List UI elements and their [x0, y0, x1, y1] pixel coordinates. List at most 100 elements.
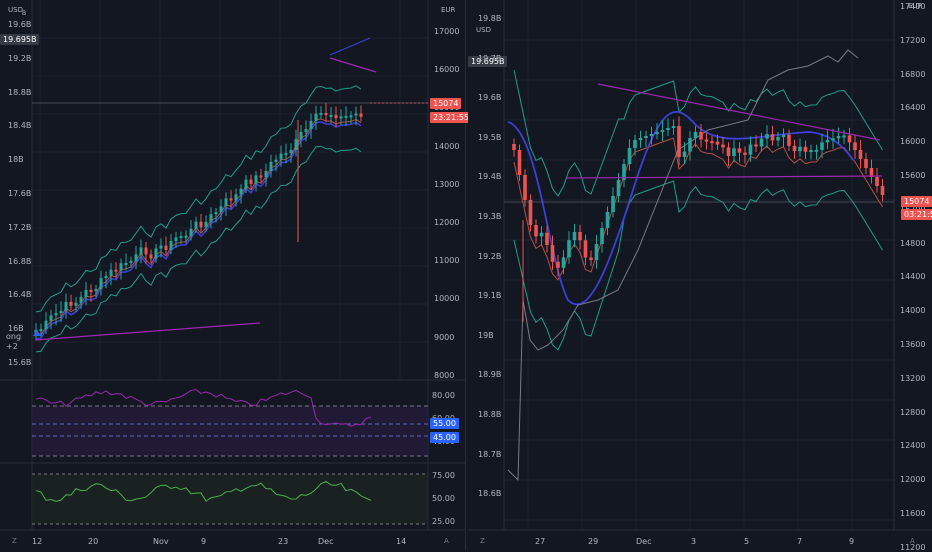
right-price-tag: 15074: [901, 196, 932, 207]
left-trendline-upper: [329, 57, 377, 73]
left-candle-body: [239, 188, 243, 195]
right-candle-body: [545, 232, 549, 245]
left-candle-body: [189, 228, 193, 236]
right-candle-body: [847, 135, 852, 143]
left-chart-canvas[interactable]: [0, 0, 466, 550]
right-candle-body: [759, 138, 764, 147]
left-axis-label-9: 16B: [8, 324, 24, 334]
right-bollinger-mid: [513, 137, 883, 281]
right-candle-body: [737, 148, 742, 153]
right-candle-body: [572, 232, 577, 241]
right-candle-body: [561, 257, 566, 268]
left-osc-axis-label-2: 25.00: [432, 517, 455, 526]
right-right-axis-label-8: 14400: [900, 272, 926, 282]
right-candle-body: [677, 126, 681, 158]
left-currency-label: USD: [8, 6, 23, 14]
right-candle-body: [693, 131, 698, 139]
right-candle-body: [787, 134, 791, 146]
left-chart-pane[interactable]: USD B EUR 19.695B 19.6B 19.2B 18.8B 18.4B 18…: [0, 0, 472, 550]
right-candle-body: [721, 144, 725, 148]
left-price-tag: 15074: [430, 98, 462, 109]
left-sma-line: [35, 121, 362, 340]
left-right-axis-label-3: 14000: [434, 141, 460, 151]
right-chart-canvas[interactable]: [468, 0, 932, 550]
left-candle-body: [249, 179, 253, 184]
right-candle-body: [875, 177, 879, 186]
left-candle-body: [279, 153, 283, 160]
left-candle-body: [284, 153, 288, 156]
right-candle-body: [864, 159, 868, 168]
left-candle-body: [324, 112, 328, 116]
left-candle-body: [234, 194, 238, 201]
right-candle-body: [842, 135, 846, 138]
right-trendline-support: [565, 175, 883, 179]
right-right-axis-label-3: 16400: [900, 103, 926, 113]
right-candle-body: [649, 134, 654, 136]
right-axis-label-9: 18.9B: [478, 370, 502, 380]
left-right-axis-label-9: 8000: [434, 370, 455, 380]
left-candle-body: [124, 263, 128, 266]
left-candle-body: [149, 254, 153, 259]
right-right-axis-label-1: 17200: [900, 35, 926, 45]
right-right-axis-label-5: 15600: [900, 171, 926, 180]
right-candle-body: [578, 232, 582, 241]
right-right-axis-label-9: 14000: [900, 306, 926, 316]
left-corner-right[interactable]: A: [444, 537, 449, 545]
left-candle-body: [79, 296, 83, 303]
right-axis-label-1: 19.7B: [478, 53, 502, 63]
left-bollinger-lower: [35, 145, 362, 353]
right-candle-body: [704, 139, 709, 142]
left-candle-body: [339, 116, 343, 119]
right-corner-left[interactable]: Z: [480, 537, 485, 545]
left-axis-label-2: 18.8B: [8, 87, 32, 97]
left-candle-body: [144, 247, 148, 255]
right-candle-body: [638, 138, 643, 140]
right-right-axis-label-10: 13600: [900, 340, 926, 349]
left-candle-body: [244, 179, 248, 189]
left-candle-body: [359, 113, 363, 117]
right-candle-body: [770, 134, 775, 141]
right-axis-label-6: 19.2B: [478, 251, 502, 261]
left-axis-label-4: 18B: [8, 155, 24, 165]
right-right-axis-label-16: 11200: [900, 542, 926, 552]
right-axis-label-4: 19.4B: [478, 172, 502, 182]
right-axis-label-11: 18.7B: [478, 449, 502, 459]
left-candle-body: [139, 247, 143, 255]
left-right-axis-label-8: 9000: [434, 332, 455, 342]
left-rsi-line: [35, 389, 372, 427]
left-corner-left[interactable]: Z: [12, 537, 17, 545]
left-rsi-band: [32, 406, 428, 456]
left-candle-body: [54, 313, 58, 316]
right-trendline-upper: [597, 83, 881, 141]
left-bollinger-mid: [35, 118, 362, 337]
right-candle-body: [781, 134, 786, 138]
right-candle-body: [556, 261, 560, 268]
right-corner-right[interactable]: A: [910, 537, 915, 545]
right-candle-body: [820, 142, 824, 150]
left-axis-label-3: 18.4B: [8, 121, 32, 131]
right-axis-label-8: 19B: [478, 330, 494, 340]
right-candle-body: [688, 138, 692, 152]
left-signal-arrow-icon: [33, 330, 41, 336]
right-axis-label-3: 19.5B: [478, 132, 502, 142]
right-x-label-5: 7: [797, 537, 803, 546]
left-candle-body: [309, 120, 313, 130]
right-candle-body: [765, 134, 769, 139]
left-candle-body: [224, 198, 228, 207]
right-candle-body: [627, 148, 632, 164]
right-candle-body: [633, 140, 637, 148]
right-candle-body: [699, 131, 703, 140]
right-chart-pane[interactable]: USD EUR 19.695B 19.8B 19.7B 19.6B 19.5B 19.4…: [468, 0, 932, 552]
right-right-axis-label-0: 17400: [900, 2, 926, 11]
left-x-label-6: 14: [396, 537, 407, 546]
left-x-label-2: Nov: [153, 537, 169, 546]
right-candle-body: [880, 186, 885, 195]
right-axis-label-7: 19.1B: [478, 291, 502, 301]
left-currency-sub: B: [22, 10, 27, 17]
left-axis-label-7: 16.8B: [8, 256, 32, 266]
right-candle-body: [523, 175, 527, 200]
right-candle-body: [644, 136, 648, 138]
left-right-axis-label-1: 16000: [434, 65, 460, 75]
right-candle-body: [853, 142, 857, 150]
right-x-label-4: 5: [744, 537, 750, 546]
